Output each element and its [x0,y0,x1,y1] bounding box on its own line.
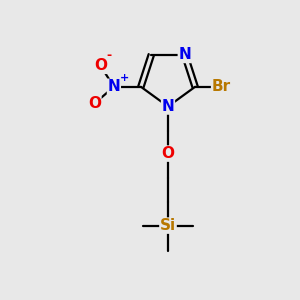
Text: N: N [162,99,174,114]
Text: -: - [106,49,112,62]
Text: N: N [107,79,120,94]
Text: O: O [161,146,175,161]
Text: +: + [120,73,129,83]
Text: O: O [94,58,107,73]
Text: Br: Br [212,79,231,94]
Text: N: N [178,47,191,62]
Text: O: O [88,96,101,111]
Text: Si: Si [160,218,176,233]
